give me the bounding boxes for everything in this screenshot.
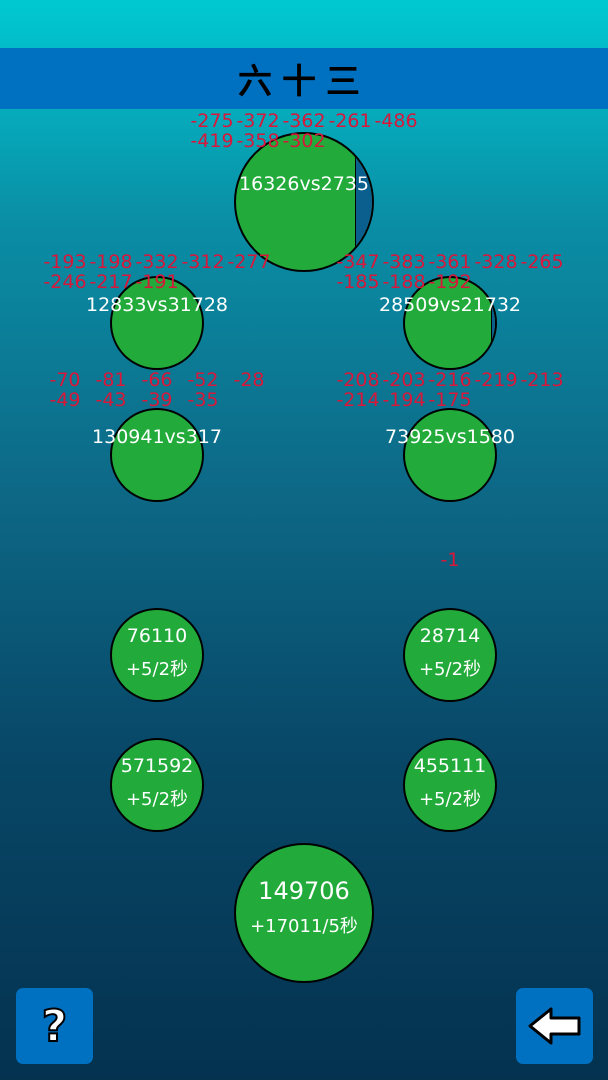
damage-number: -214 — [336, 389, 380, 411]
damage-number: -362 — [282, 110, 326, 132]
resource-rate: +5/2秒 — [418, 659, 482, 680]
damage-grid: -275 -372 -362 -261 -486 -419 -358 -302 — [189, 111, 419, 151]
damage-number: -419 — [190, 130, 234, 152]
damage-number: -219 — [474, 369, 518, 391]
damage-number: -191 — [135, 271, 179, 293]
resource-circle[interactable] — [403, 738, 497, 832]
resource-value: 455111 — [413, 755, 487, 777]
damage-number: -188 — [382, 271, 426, 293]
damage-number: -277 — [227, 251, 271, 273]
enemy-strength-bar — [354, 134, 372, 270]
battle-label: 130941vs317 — [92, 426, 222, 448]
battle-label: 73925vs1580 — [385, 426, 515, 448]
resource-value: 76110 — [126, 625, 188, 647]
damage-number: -246 — [43, 271, 87, 293]
damage-number: -175 — [428, 389, 472, 411]
resource: 571592 +5/2秒 — [121, 755, 194, 811]
battle-circle[interactable] — [403, 408, 497, 502]
damage-grid: -347 -383 -361 -328 -265 -185 -188 -192 — [335, 252, 565, 292]
damage-number: -66 — [141, 369, 173, 391]
damage-number: -265 — [520, 251, 564, 273]
damage-number: -208 — [336, 369, 380, 391]
damage-number: -185 — [336, 271, 380, 293]
battle-label: 28509vs21732 — [378, 294, 522, 316]
resource-value: 28714 — [419, 625, 481, 647]
help-button[interactable]: ? — [16, 988, 93, 1064]
damage-number: -81 — [95, 369, 127, 391]
enemy-strength-bar — [491, 278, 495, 368]
battle-circle[interactable] — [234, 132, 374, 272]
damage-number: -361 — [428, 251, 472, 273]
main-resource-rate: +17011/5秒 — [250, 916, 358, 937]
battle-label: 16326vs2735 — [239, 173, 369, 195]
damage-number: -213 — [520, 369, 564, 391]
damage-number: -192 — [428, 271, 472, 293]
floating-damage: -1 — [440, 549, 460, 571]
damage-number: -70 — [49, 369, 81, 391]
battle-circle[interactable] — [403, 276, 497, 370]
damage-number: -383 — [382, 251, 426, 273]
damage-number: -203 — [382, 369, 426, 391]
damage-number: -216 — [428, 369, 472, 391]
damage-number: -217 — [89, 271, 133, 293]
battle-circle[interactable] — [110, 408, 204, 502]
damage-number: -275 — [190, 110, 234, 132]
damage-number: -261 — [328, 110, 372, 132]
damage-number: -49 — [49, 389, 81, 411]
main-resource-value: 149706 — [258, 877, 350, 905]
damage-number: -35 — [187, 389, 219, 411]
damage-number: -302 — [282, 130, 326, 152]
damage-number: -43 — [95, 389, 127, 411]
damage-number: -312 — [181, 251, 225, 273]
damage-number: -198 — [89, 251, 133, 273]
battle-circle[interactable] — [110, 276, 204, 370]
back-arrow-icon — [528, 1007, 580, 1045]
title-bar: 六十三 — [0, 48, 608, 109]
resource-rate: +5/2秒 — [418, 789, 482, 810]
damage-number: -358 — [236, 130, 280, 152]
main-resource: 149706 +17011/5秒 — [250, 878, 358, 938]
level-title: 六十三 — [238, 62, 370, 102]
damage-number: -194 — [382, 389, 426, 411]
main-resource-circle[interactable] — [234, 843, 374, 983]
damage-grid: -193 -198 -332 -312 -277 -246 -217 -191 — [42, 252, 272, 292]
resource-rate: +5/2秒 — [125, 659, 189, 680]
damage-number: -28 — [233, 369, 265, 391]
damage-number: -372 — [236, 110, 280, 132]
damage-grid: -70 -81 -66 -52 -28 -49 -43 -39 -35 — [42, 370, 272, 410]
battle-label: 12833vs31728 — [85, 294, 229, 316]
damage-number: -486 — [374, 110, 418, 132]
resource-value: 571592 — [120, 755, 194, 777]
resource-rate: +5/2秒 — [125, 789, 189, 810]
resource-circle[interactable] — [110, 608, 204, 702]
damage-number: -332 — [135, 251, 179, 273]
back-button[interactable] — [516, 988, 593, 1064]
damage-number: -39 — [141, 389, 173, 411]
resource: 76110 +5/2秒 — [126, 625, 188, 681]
resource-circle[interactable] — [403, 608, 497, 702]
help-icon: ? — [41, 1000, 68, 1053]
damage-number: -52 — [187, 369, 219, 391]
damage-number: -328 — [474, 251, 518, 273]
resource: 455111 +5/2秒 — [414, 755, 487, 811]
resource-circle[interactable] — [110, 738, 204, 832]
damage-number: -193 — [43, 251, 87, 273]
resource: 28714 +5/2秒 — [419, 625, 481, 681]
damage-grid: -208 -203 -216 -219 -213 -214 -194 -175 — [335, 370, 565, 410]
damage-number: -347 — [336, 251, 380, 273]
